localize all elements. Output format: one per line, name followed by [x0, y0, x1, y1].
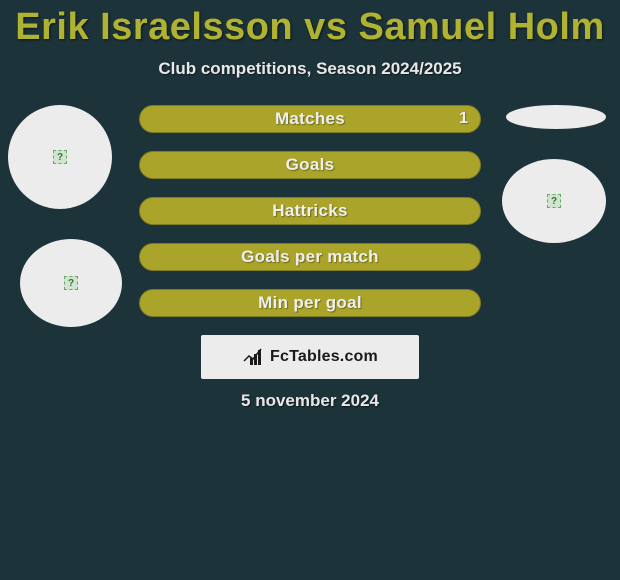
stat-row-goals: Goals: [139, 151, 481, 179]
comparison-subtitle: Club competitions, Season 2024/2025: [0, 59, 620, 79]
image-placeholder-icon: [53, 150, 67, 164]
player-avatar-right-1: [502, 159, 606, 243]
stat-label: Hattricks: [272, 201, 347, 221]
brand-text: FcTables.com: [270, 348, 378, 366]
stat-row-min-per-goal: Min per goal: [139, 289, 481, 317]
player-avatar-left-1: [8, 105, 112, 209]
stat-label: Min per goal: [258, 293, 362, 313]
brand-badge: FcTables.com: [201, 335, 419, 379]
stat-label: Goals: [286, 155, 335, 175]
snapshot-date: 5 november 2024: [0, 391, 620, 411]
stat-pill-stack: Matches 1 Goals Hattricks Goals per matc…: [139, 105, 481, 317]
stat-right-value: 1: [459, 110, 468, 128]
image-placeholder-icon: [547, 194, 561, 208]
stat-row-goals-per-match: Goals per match: [139, 243, 481, 271]
brand-bars-icon: [242, 348, 264, 366]
stat-label: Goals per match: [241, 247, 379, 267]
stat-label: Matches: [275, 109, 345, 129]
image-placeholder-icon: [64, 276, 78, 290]
player-avatar-left-2: [20, 239, 122, 327]
comparison-content: Matches 1 Goals Hattricks Goals per matc…: [0, 105, 620, 445]
comparison-title: Erik Israelsson vs Samuel Holm: [0, 0, 620, 49]
value-bubble: [506, 105, 606, 129]
stat-row-hattricks: Hattricks: [139, 197, 481, 225]
stat-row-matches: Matches 1: [139, 105, 481, 133]
